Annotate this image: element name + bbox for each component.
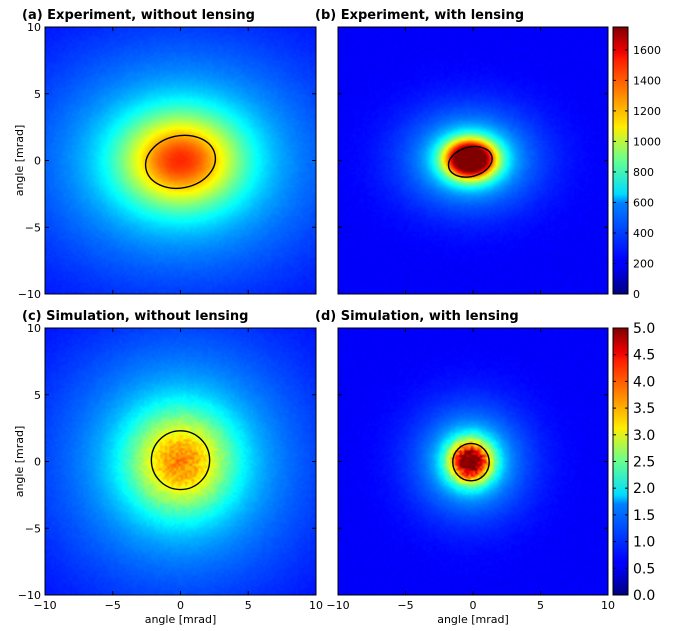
- y-tick-label: −10: [18, 288, 41, 301]
- colorbar: 0.0 0.5 1.0 1.5 2.0 2.5 3.0 3.5 4.0 4.5 5.0: [612, 321, 655, 604]
- panel-3: −10 −5 0 5 10 (d) Simulation, with lensing ang…: [315, 309, 655, 626]
- colorbar: 0 200 400 600 800 1000 1200 1400 1600: [612, 26, 661, 301]
- y-tick-label: 10: [27, 21, 41, 34]
- y-tick-label: −5: [25, 522, 41, 535]
- x-tick-label: 5: [245, 599, 252, 612]
- colorbar-gradient: [612, 26, 629, 295]
- heatmap-image: [45, 328, 316, 595]
- heatmap-image: [338, 27, 608, 294]
- colorbar-tick-label: 4.0: [633, 374, 655, 390]
- x-tick-label: 10: [309, 599, 323, 612]
- y-axis-label: angle [mrad]: [13, 426, 26, 498]
- y-tick-label: 0: [34, 155, 41, 168]
- y-tick-label: 5: [34, 389, 41, 402]
- colorbar-tick-label: 200: [633, 257, 654, 270]
- colorbar-tick-label: 1.0: [633, 535, 655, 551]
- x-tick-label: 10: [601, 599, 615, 612]
- colorbar-tick-label: 800: [633, 166, 654, 179]
- y-tick-label: 10: [27, 322, 41, 335]
- colorbar-tick-label: 0.0: [633, 588, 655, 604]
- colorbar-tick-label: 2.5: [633, 455, 655, 471]
- colorbar-tick-label: 1000: [633, 135, 661, 148]
- x-tick-label: 0: [177, 599, 184, 612]
- colorbar-tick-label: 0.5: [633, 561, 655, 577]
- colorbar-tick-label: 1.5: [633, 508, 655, 524]
- colorbar-tick-label: 2.0: [633, 481, 655, 497]
- y-axis-label: angle [mrad]: [13, 125, 26, 197]
- beam-ellipse: [144, 134, 217, 190]
- y-tick-label: −5: [25, 221, 41, 234]
- colorbar-tick-label: 0: [633, 288, 640, 301]
- panel-title: (a) Experiment, without lensing: [22, 8, 255, 23]
- x-tick-label: 5: [537, 599, 544, 612]
- heatmap-image: [338, 328, 608, 595]
- colorbar-tick-label: 1600: [633, 44, 661, 57]
- x-tick-label: −10: [326, 599, 349, 612]
- panel-1: (b) Experiment, with lensing 0 200 400 600 80…: [315, 8, 661, 301]
- beam-ellipse: [452, 442, 490, 482]
- colorbar-tick-label: 400: [633, 227, 654, 240]
- beam-ellipse: [150, 430, 211, 491]
- heatmap-image: [45, 27, 316, 294]
- panel-title: (d) Simulation, with lensing: [315, 309, 519, 324]
- y-tick-label: −10: [18, 589, 41, 602]
- colorbar-tick-label: 3.0: [633, 428, 655, 444]
- y-tick-label: 5: [34, 88, 41, 101]
- y-tick-label: 0: [34, 456, 41, 469]
- colorbar-tick-label: 3.5: [633, 401, 655, 417]
- colorbar-tick-label: 600: [633, 196, 654, 209]
- beam-ellipse: [447, 145, 493, 178]
- colorbar-tick-label: 1200: [633, 105, 661, 118]
- x-tick-label: 0: [470, 599, 477, 612]
- x-tick-label: −5: [105, 599, 121, 612]
- panel-title: (c) Simulation, without lensing: [22, 309, 248, 324]
- colorbar-tick-label: 1400: [633, 74, 661, 87]
- colorbar-tick-label: 4.5: [633, 348, 655, 364]
- colorbar-tick-label: 5.0: [633, 321, 655, 337]
- x-axis-label: angle [mrad]: [437, 613, 509, 626]
- panel-title: (b) Experiment, with lensing: [315, 8, 524, 23]
- x-axis-label: angle [mrad]: [145, 613, 217, 626]
- x-tick-label: −10: [33, 599, 56, 612]
- panel-0: −10 −5 0 5 10(a) Experiment, without lensing…: [13, 8, 317, 301]
- x-tick-label: −5: [397, 599, 413, 612]
